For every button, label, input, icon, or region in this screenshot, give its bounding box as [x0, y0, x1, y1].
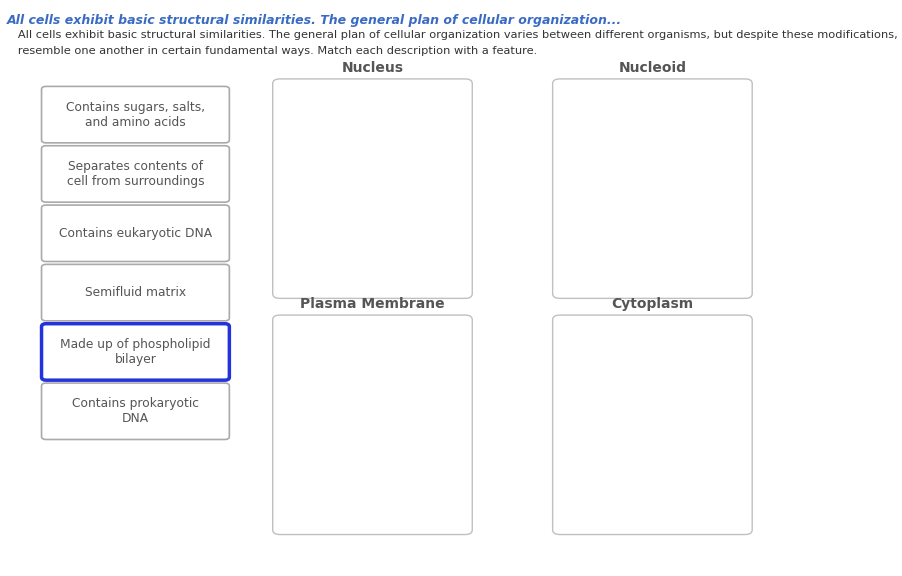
Text: resemble one another in certain fundamental ways. Match each description with a : resemble one another in certain fundamen…	[7, 46, 537, 56]
Text: Nucleus: Nucleus	[341, 61, 403, 75]
FancyBboxPatch shape	[272, 79, 472, 298]
Text: Contains eukaryotic DNA: Contains eukaryotic DNA	[59, 227, 212, 240]
Text: Made up of phospholipid
bilayer: Made up of phospholipid bilayer	[60, 338, 210, 366]
FancyBboxPatch shape	[552, 315, 751, 535]
Text: Plasma Membrane: Plasma Membrane	[299, 297, 445, 311]
FancyBboxPatch shape	[41, 205, 229, 262]
Text: Nucleoid: Nucleoid	[618, 61, 686, 75]
Text: Separates contents of
cell from surroundings: Separates contents of cell from surround…	[67, 160, 204, 188]
FancyBboxPatch shape	[552, 79, 751, 298]
FancyBboxPatch shape	[272, 315, 472, 535]
FancyBboxPatch shape	[41, 324, 229, 380]
FancyBboxPatch shape	[41, 383, 229, 439]
Text: All cells exhibit basic structural similarities. The general plan of cellular or: All cells exhibit basic structural simil…	[7, 30, 902, 40]
Text: Contains prokaryotic
DNA: Contains prokaryotic DNA	[72, 397, 198, 425]
FancyBboxPatch shape	[41, 146, 229, 202]
Text: Cytoplasm: Cytoplasm	[611, 297, 693, 311]
Text: All cells exhibit basic structural similarities. The general plan of cellular or: All cells exhibit basic structural simil…	[7, 14, 621, 28]
FancyBboxPatch shape	[41, 86, 229, 143]
Text: Contains sugars, salts,
and amino acids: Contains sugars, salts, and amino acids	[66, 101, 205, 128]
Text: Semifluid matrix: Semifluid matrix	[85, 286, 186, 299]
FancyBboxPatch shape	[41, 264, 229, 321]
